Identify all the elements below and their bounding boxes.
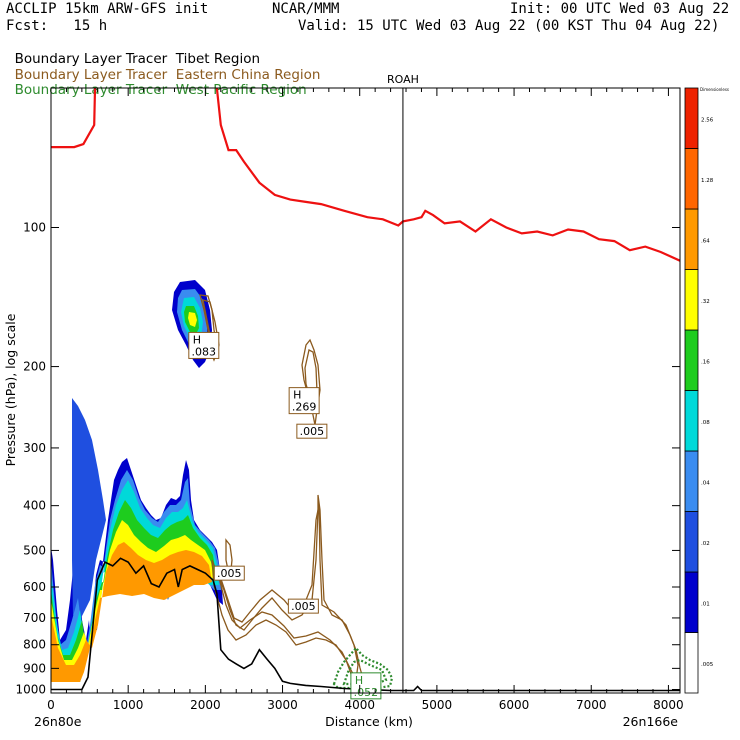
annotation-label: .005	[213, 565, 245, 581]
marker-label: ROAH	[387, 73, 419, 86]
annotation-box	[188, 331, 220, 359]
right-endpoint-label: 26n166e	[623, 714, 679, 729]
colorbar-segment	[684, 511, 699, 573]
tracer-prefix: Boundary Layer Tracer	[14, 51, 168, 67]
annotation-box	[288, 387, 320, 415]
left-endpoint-label: 26n80e	[34, 714, 82, 729]
annotation-text: .269	[292, 401, 317, 414]
marker-group: ROAH	[387, 73, 419, 693]
x-tick-label: 5000	[422, 698, 453, 712]
tracer-legend-eastern-china: Boundary Layer Tracer Eastern China Regi…	[6, 51, 321, 83]
colorbar-segment	[684, 450, 699, 512]
tropopause-group	[51, 88, 680, 262]
y-tick-label: 1000	[15, 683, 46, 697]
tropopause-line	[51, 88, 680, 262]
x-tick-label: 6000	[499, 698, 530, 712]
colorbar-segment	[684, 148, 699, 210]
colorbar-unit: Dimensionless	[700, 87, 729, 92]
ec-contour-low	[211, 494, 365, 692]
annotation-box	[350, 672, 382, 700]
tracer-legend-tibet: Boundary Layer Tracer Tibet Region	[6, 35, 260, 67]
annotation-text: .005	[300, 425, 325, 438]
y-tick-label: 700	[23, 611, 46, 625]
x-axis-label: Distance (km)	[325, 714, 413, 729]
annotation-box	[296, 423, 328, 439]
y-tick-label: 600	[23, 580, 46, 594]
header-init: Init: 00 UTC Wed 03 Aug 22	[510, 1, 730, 17]
x-tick-label: 4000	[344, 698, 375, 712]
annotation-text: H	[193, 333, 201, 346]
annotation-label: .005	[296, 423, 328, 439]
x-tick-label: 2000	[190, 698, 221, 712]
header-fcst: Fcst: 15 h	[6, 18, 108, 34]
colorbar-level: .08	[701, 420, 710, 426]
x-tick-label: 7000	[576, 698, 607, 712]
annotation-label: H.269	[288, 387, 320, 415]
annotation-label: H.052	[350, 672, 382, 700]
colorbar: .005 .01 .02 .04 .08 .16 .32 .64 1.28 2.56 Dimensi…	[684, 87, 729, 694]
colorbar-segment	[684, 269, 699, 331]
annotation-text: .052	[354, 686, 379, 699]
colorbar-level: .16	[701, 359, 710, 365]
x-tick-label: 0	[47, 698, 55, 712]
y-tick-label: 800	[23, 638, 46, 652]
colorbar-level: .005	[701, 662, 714, 668]
colorbar-level: 2.56	[701, 117, 714, 123]
header-center: NCAR/MMM	[272, 1, 340, 17]
header-valid: Valid: 15 UTC Wed 03 Aug 22 (00 KST Thu …	[298, 18, 720, 34]
annotation-box	[213, 565, 245, 581]
tracer-fill-blue	[72, 398, 106, 620]
tracer-region: West Pacific Region	[175, 82, 307, 98]
colorbar-level: .01	[701, 601, 710, 607]
annotation-text: .005	[217, 567, 242, 580]
y-tick-label: 100	[23, 221, 46, 235]
y-tick-label: 900	[23, 661, 46, 675]
colorbar-segment	[684, 87, 699, 149]
y-tick-label: 200	[23, 360, 46, 374]
colorbar-level: .32	[701, 299, 710, 305]
tracer-fill-blob-yellow	[188, 312, 197, 327]
tracer-prefix: Boundary Layer Tracer	[14, 82, 168, 98]
colorbar-level: .64	[701, 238, 710, 244]
tracer-region: Tibet Region	[175, 51, 261, 67]
ec-contour-low	[215, 504, 359, 683]
x-tick-label: 3000	[267, 698, 298, 712]
tracer-region: Eastern China Region	[175, 67, 321, 83]
colorbar-segment	[684, 208, 699, 270]
colorbar-level: .04	[701, 480, 710, 486]
x-tick-label: 8000	[653, 698, 684, 712]
wp-contour	[332, 646, 394, 690]
colorbar-segment	[684, 390, 699, 452]
colorbar-segment	[684, 632, 699, 694]
plot-frame	[50, 87, 681, 694]
annotation-text: H	[293, 389, 301, 402]
annotation-text: .083	[192, 345, 217, 358]
annotation-text: .005	[291, 600, 316, 613]
y-axis-label: Pressure (hPa), log scale	[3, 313, 18, 466]
annotation-label: H.083	[188, 331, 220, 359]
tracer-legend-west-pacific: Boundary Layer Tracer West Pacific Regio…	[6, 66, 307, 98]
colorbar-segment	[684, 329, 699, 391]
annotation-text: H	[355, 674, 363, 687]
axes-group: 0 1000 2000 3000 4000 5000 6000 7000 80001002003…	[15, 88, 684, 712]
colorbar-level: .02	[701, 541, 710, 547]
colorbar-level: 1.28	[701, 178, 714, 184]
eastern-china-contours	[199, 294, 365, 692]
colorbar-segment	[684, 571, 699, 633]
y-tick-label: 400	[23, 499, 46, 513]
tracer-prefix: Boundary Layer Tracer	[14, 67, 168, 83]
x-tick-label: 1000	[113, 698, 144, 712]
annotation-label: .005	[287, 598, 319, 614]
y-tick-label: 300	[23, 441, 46, 455]
y-tick-label: 500	[23, 543, 46, 557]
header-title: ACCLIP 15km ARW-GFS init	[6, 1, 209, 17]
annotation-box	[287, 598, 319, 614]
